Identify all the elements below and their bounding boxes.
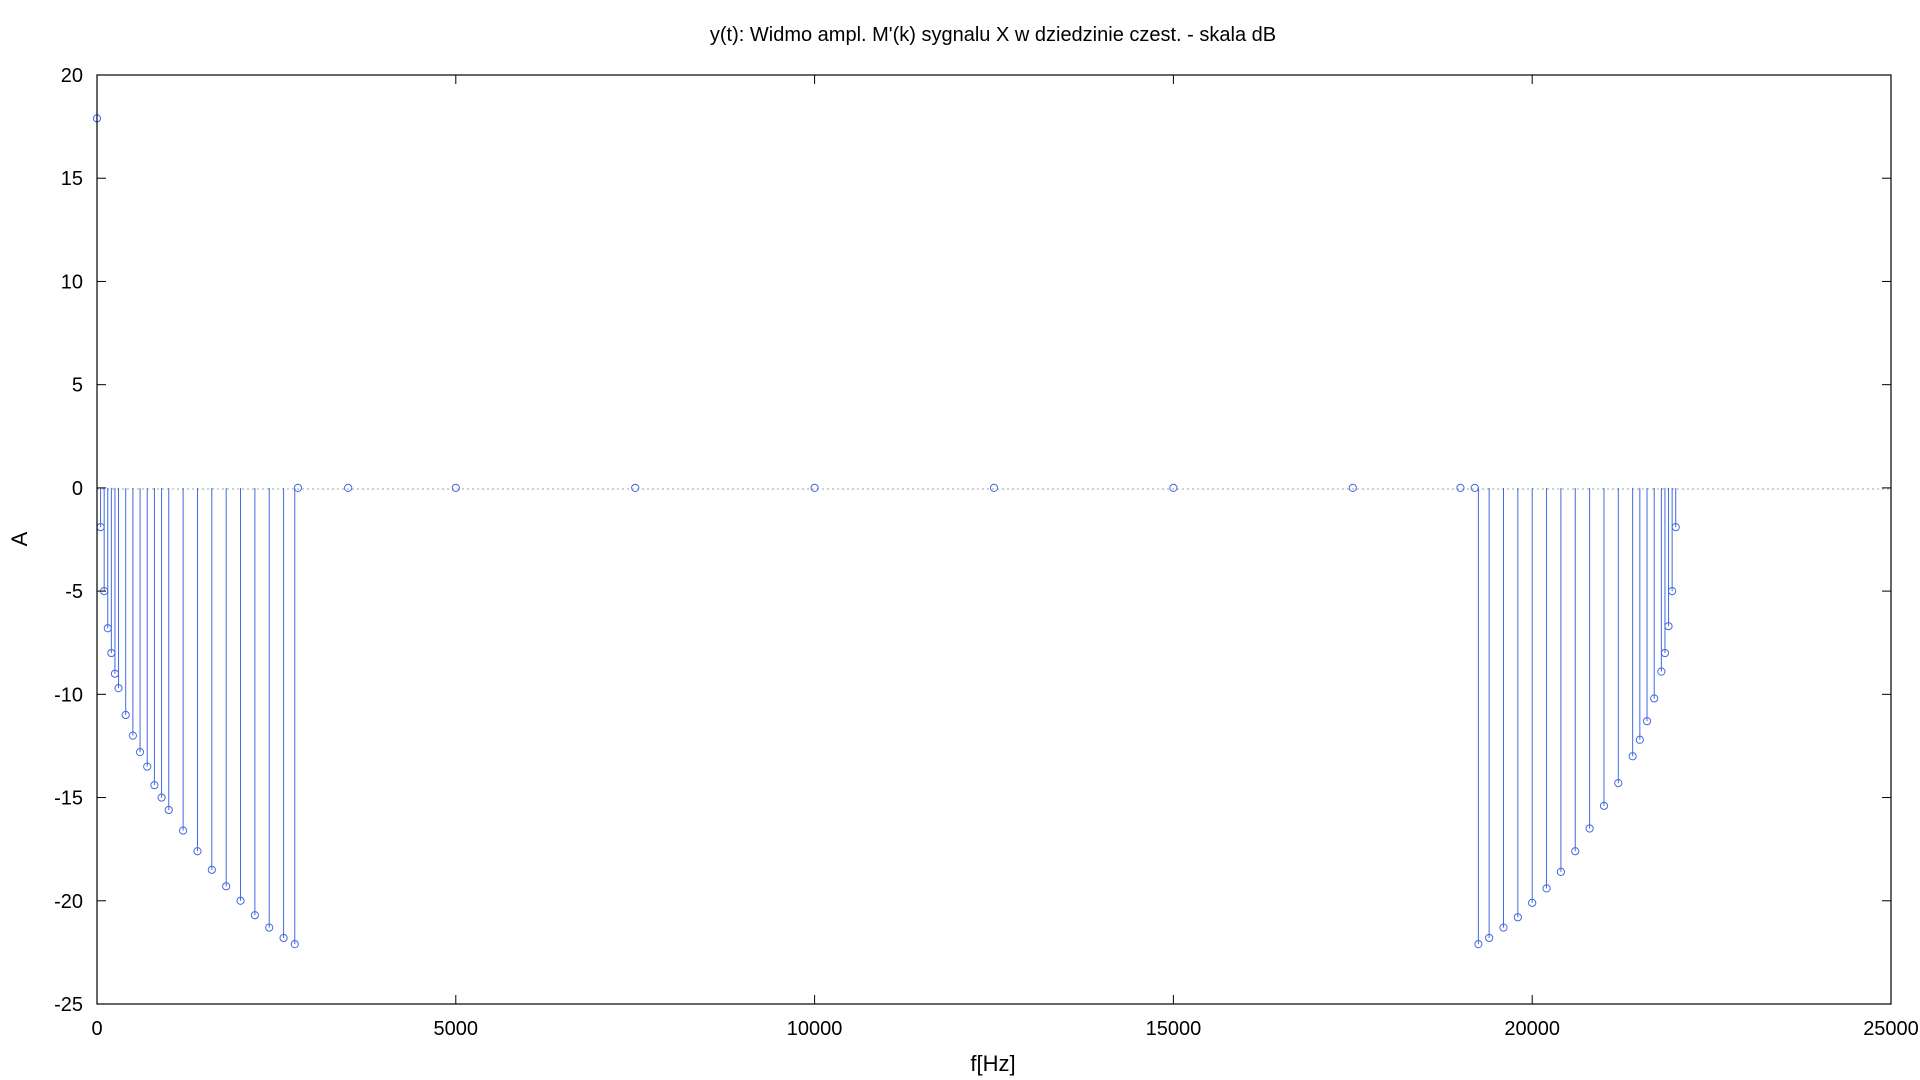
- data-point: [179, 826, 188, 835]
- plot-frame: [96, 74, 1892, 1005]
- data-point: [157, 793, 166, 802]
- chart-title: y(t): Widmo ampl. M'(k) sygnalu X w dzie…: [710, 24, 1276, 46]
- y-tick-label: -5: [65, 581, 83, 603]
- data-point: [193, 847, 202, 856]
- y-tick-label: 20: [61, 65, 83, 87]
- data-point: [164, 805, 173, 815]
- data-point: [1650, 694, 1659, 703]
- markers-layer: [92, 114, 1680, 949]
- data-point: [143, 762, 152, 771]
- data-point: [1513, 913, 1522, 922]
- data-point: [110, 669, 120, 678]
- data-point: [150, 781, 159, 790]
- y-axis-title: A: [7, 531, 32, 546]
- data-point: [265, 923, 274, 932]
- y-tick-label: 5: [72, 375, 83, 397]
- x-axis-title: f[Hz]: [970, 1051, 1015, 1076]
- data-point: [1528, 898, 1537, 907]
- data-point: [1628, 752, 1637, 761]
- data-point: [1556, 867, 1566, 876]
- data-point: [207, 865, 216, 874]
- data-point: [1474, 940, 1483, 949]
- data-point: [1635, 735, 1644, 744]
- x-tick-label: 15000: [1146, 1018, 1202, 1040]
- data-point: [1660, 648, 1670, 658]
- data-point: [279, 933, 288, 943]
- data-point: [1599, 801, 1609, 810]
- y-tick-label: -25: [54, 994, 83, 1016]
- x-tick-label: 5000: [434, 1018, 479, 1040]
- data-point: [1585, 824, 1594, 833]
- data-point: [810, 483, 819, 492]
- data-point: [1485, 933, 1494, 943]
- data-point: [1456, 483, 1465, 492]
- data-point: [290, 940, 299, 949]
- data-point: [344, 483, 353, 492]
- data-point: [1614, 779, 1623, 788]
- y-tick-label: -20: [54, 891, 83, 913]
- data-point: [989, 483, 999, 492]
- x-tick-label: 20000: [1504, 1018, 1560, 1040]
- data-point: [103, 624, 112, 633]
- y-tick-labels: 20 15 10 5 0 -5 -10 -15 -20 -25: [54, 65, 83, 1016]
- data-point: [1169, 483, 1178, 492]
- data-point: [121, 710, 130, 720]
- y-tick-label: 10: [61, 271, 83, 293]
- data-point: [222, 882, 231, 891]
- data-point: [1642, 717, 1652, 726]
- data-point: [1664, 622, 1673, 631]
- data-point: [1499, 923, 1508, 932]
- data-point: [1571, 847, 1580, 856]
- data-point: [107, 648, 116, 658]
- y-tick-label: -10: [54, 684, 83, 706]
- data-point: [1671, 523, 1680, 532]
- data-point: [135, 748, 145, 757]
- data-point: [1348, 483, 1357, 492]
- data-point: [1657, 667, 1666, 676]
- x-tick-label: 0: [91, 1018, 102, 1040]
- data-point: [1470, 483, 1479, 492]
- y-tick-label: 0: [72, 478, 83, 500]
- y-tick-label: -15: [54, 788, 83, 810]
- data-point: [631, 483, 640, 492]
- data-point: [293, 483, 303, 492]
- x-tick-labels: 0 5000 10000 15000 20000 25000: [91, 1018, 1918, 1040]
- data-point: [250, 911, 259, 920]
- data-point: [451, 483, 460, 492]
- ticks-layer: [96, 74, 1892, 1005]
- data-point: [1668, 587, 1677, 596]
- x-tick-label: 10000: [787, 1018, 843, 1040]
- data-point: [128, 731, 137, 740]
- data-point: [1542, 884, 1551, 893]
- data-point: [114, 684, 123, 693]
- stems-layer: [96, 118, 1677, 945]
- y-tick-label: 15: [61, 168, 83, 190]
- x-tick-label: 25000: [1863, 1018, 1919, 1040]
- data-point: [236, 896, 245, 905]
